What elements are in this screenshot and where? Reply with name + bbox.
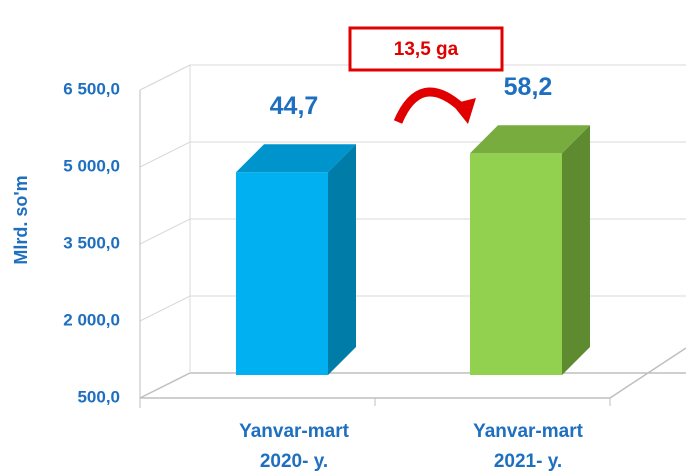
grid-line: [139, 295, 686, 322]
y-tick-label: 5 000,0: [63, 156, 120, 175]
bar-side: [328, 144, 356, 375]
annotation-box: [348, 26, 504, 72]
back-wall: [139, 64, 191, 373]
grid-line: [139, 218, 686, 245]
bar-front: [470, 153, 562, 375]
arrow-head: [452, 98, 476, 124]
annotation: 13,5 ga: [394, 39, 459, 60]
y-tick-label: 2 000,0: [63, 310, 120, 329]
bar-top: [236, 144, 356, 173]
x-tick-label: Yanvar-mart 2020- y.: [239, 421, 350, 472]
y-tick-label: 500,0: [77, 387, 120, 406]
arrow: [393, 87, 466, 124]
x-tick-label: Yanvar-mart 2021- y.: [473, 421, 584, 472]
grid-line: [139, 141, 686, 168]
bar-top: [470, 125, 590, 154]
bar-label: 44,7: [270, 92, 319, 120]
bar-front: [236, 172, 328, 375]
y-tick-label: 3 500,0: [63, 233, 120, 252]
floor: [139, 347, 686, 399]
y-tick-label: 6 500,0: [63, 79, 120, 98]
bar-label: 58,2: [504, 73, 553, 101]
bar-side: [562, 125, 590, 376]
plot: 500,0 2 000,0 3 500,0 5 000,0 6 500,0 44,7 Yan…: [63, 64, 686, 472]
y-axis-label: Mlrd. so'm: [11, 175, 31, 264]
